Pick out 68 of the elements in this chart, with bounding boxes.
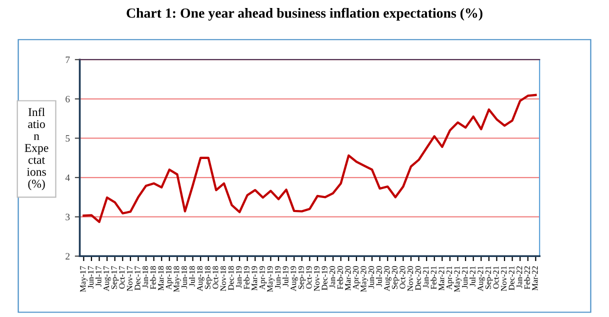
x-tick-label: May-17 — [80, 266, 88, 292]
x-tick-label: Nov-19 — [314, 266, 320, 292]
x-tick-label: Oct-19 — [306, 266, 312, 289]
x-tick-label: Jan-21 — [423, 266, 429, 288]
x-tick-label: Feb-21 — [430, 266, 436, 290]
x-tick-label: May-18 — [174, 266, 181, 292]
x-tick-label: Jun-17 — [88, 266, 94, 288]
x-tick-label: Sep-17 — [111, 266, 119, 289]
x-tick-label: Feb-22 — [524, 266, 530, 290]
y-tick-label: 4 — [65, 174, 70, 181]
x-tick-label: Mar-19 — [252, 266, 258, 290]
x-tick-label: Nov-17 — [126, 266, 133, 292]
x-tick-label: May-20 — [360, 266, 368, 292]
x-tick-label: Oct-20 — [400, 266, 406, 289]
x-tick-label: Aug-21 — [478, 266, 485, 292]
x-tick-label: Dec-21 — [508, 266, 514, 290]
y-tick-label: 3 — [66, 214, 70, 220]
x-tick-label: Apr-20 — [352, 266, 360, 290]
x-tick-label: Feb-19 — [244, 266, 250, 290]
x-tick-label: Jan-20 — [330, 266, 336, 288]
x-tick-label: Feb-18 — [150, 266, 156, 290]
x-tick-label: Oct-21 — [493, 266, 499, 289]
y-tick-label: 7 — [66, 56, 70, 63]
x-tick-label: Jan-18 — [142, 266, 148, 288]
x-tick-label: Dec-17 — [134, 266, 140, 290]
x-tick-label: Oct-17 — [119, 266, 125, 289]
x-tick-label: Apr-21 — [446, 266, 454, 290]
x-tick-label: Mar-22 — [532, 266, 538, 290]
x-tick-label: Jun-21 — [462, 266, 468, 288]
chart-title: Chart 1: One year ahead business inflation expectations (%) — [126, 8, 482, 21]
x-tick-label: Aug-17 — [104, 266, 111, 292]
x-tick-label: May-19 — [267, 266, 274, 292]
x-tick-label: Jul-21 — [470, 266, 476, 287]
x-tick-label: Mar-18 — [158, 266, 164, 290]
x-tick-label: Feb-20 — [337, 266, 343, 290]
x-tick-label: Mar-20 — [345, 266, 351, 290]
y-tick-label: 6 — [66, 96, 70, 102]
x-tick-label: Sep-20 — [392, 266, 400, 289]
x-tick-label: Sep-19 — [298, 266, 306, 289]
x-tick-label: Dec-19 — [322, 266, 328, 290]
x-tick-label: Oct-18 — [212, 266, 218, 289]
x-tick-label: Aug-20 — [384, 266, 392, 292]
x-tick-label: Jan-19 — [236, 266, 242, 288]
x-tick-label: Dec-18 — [228, 266, 234, 290]
x-tick-label: Jan-22 — [516, 266, 522, 288]
x-tick-label: Sep-18 — [204, 266, 212, 289]
x-tick-label: Nov-20 — [407, 266, 414, 292]
x-tick-label: Jun-20 — [368, 266, 374, 288]
x-tick-label: Apr-18 — [166, 266, 174, 290]
x-tick-label: Nov-18 — [220, 266, 226, 292]
x-tick-label: Mar-21 — [438, 266, 444, 290]
x-tick-label: Jun-19 — [274, 266, 281, 288]
x-tick-label: Jul-17 — [95, 266, 102, 287]
x-tick-label: Jul-20 — [376, 266, 382, 287]
y-tick-label: 5 — [66, 135, 70, 142]
x-tick-label: Apr-19 — [259, 266, 267, 290]
x-tick-label: Dec-20 — [415, 266, 421, 290]
y-axis-title: Inflation Expectations (%) — [24, 108, 48, 190]
x-tick-label: Aug-18 — [197, 266, 204, 292]
x-tick-label: May-21 — [454, 266, 462, 292]
y-tick-label: 2 — [66, 253, 70, 260]
x-tick-label: Sep-21 — [485, 266, 493, 289]
x-tick-label: Jul-19 — [282, 266, 288, 287]
x-tick-label: Nov-21 — [500, 266, 507, 292]
x-tick-label: Aug-19 — [290, 266, 298, 292]
line-series — [82, 94, 537, 224]
x-tick-label: Jul-18 — [189, 266, 195, 287]
x-tick-label: Jun-18 — [181, 266, 188, 288]
